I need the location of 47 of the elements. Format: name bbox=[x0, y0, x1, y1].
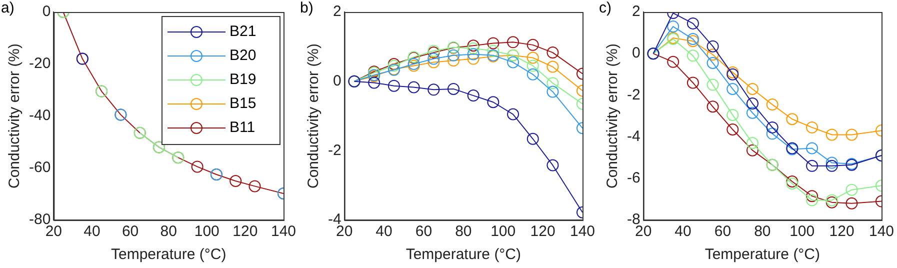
x-tick-label: 100 bbox=[490, 223, 516, 240]
y-tick-label: 2 bbox=[632, 3, 640, 20]
legend-label: B20 bbox=[229, 47, 256, 64]
x-axis-title: Temperature (°C) bbox=[704, 246, 820, 264]
x-tick-label: 140 bbox=[868, 223, 894, 240]
x-tick-label: 80 bbox=[160, 223, 177, 240]
x-tick-label: 60 bbox=[415, 223, 432, 240]
x-tick-label: 140 bbox=[270, 223, 296, 240]
legend-label: B21 bbox=[229, 23, 256, 40]
y-tick-label: 0 bbox=[632, 44, 640, 62]
y-tick-label: 2 bbox=[332, 3, 342, 20]
y-axis-title: Conductivity error (%) bbox=[6, 43, 24, 189]
x-tick-label: 120 bbox=[530, 223, 556, 240]
y-tick-label: -6 bbox=[626, 170, 640, 187]
y-tick-label: -40 bbox=[28, 107, 51, 124]
legend-label: B15 bbox=[229, 95, 256, 112]
legend-label: B19 bbox=[229, 71, 256, 88]
y-tick-label: -4 bbox=[626, 128, 640, 145]
x-tick-label: 120 bbox=[829, 223, 854, 240]
text: c) bbox=[599, 0, 612, 17]
x-tick-label: 20 bbox=[45, 223, 62, 240]
x-axis-title: Temperature (°C) bbox=[110, 246, 226, 264]
x-tick-label: 140 bbox=[570, 223, 595, 240]
y-tick-label: -60 bbox=[28, 159, 51, 176]
x-tick-label: 100 bbox=[194, 223, 220, 240]
legend-label: B11 bbox=[229, 119, 256, 136]
x-tick-label: 40 bbox=[84, 223, 100, 240]
text: b) bbox=[300, 0, 314, 17]
x-tick-label: 40 bbox=[376, 223, 392, 240]
x-tick-label: 60 bbox=[714, 223, 732, 240]
y-tick-label: -2 bbox=[626, 86, 640, 104]
text: a) bbox=[1, 0, 14, 17]
x-tick-label: 40 bbox=[674, 223, 692, 240]
x-tick-label: 100 bbox=[790, 223, 815, 240]
x-tick-label: 120 bbox=[232, 223, 258, 240]
x-tick-label: 80 bbox=[754, 223, 771, 240]
x-tick-label: 80 bbox=[455, 223, 472, 240]
y-tick-label: -2 bbox=[328, 142, 342, 159]
y-tick-label: 0 bbox=[332, 72, 342, 90]
x-tick-label: 60 bbox=[122, 223, 139, 240]
y-axis-title: Conductivity error (%) bbox=[604, 43, 622, 189]
y-tick-label: -20 bbox=[28, 55, 51, 72]
x-axis-title: Temperature (°C) bbox=[406, 246, 522, 264]
y-axis-title: Conductivity error (%) bbox=[305, 43, 322, 189]
y-tick-label: 0 bbox=[42, 3, 51, 20]
x-tick-label: 20 bbox=[634, 223, 652, 240]
x-tick-label: 20 bbox=[336, 223, 353, 240]
